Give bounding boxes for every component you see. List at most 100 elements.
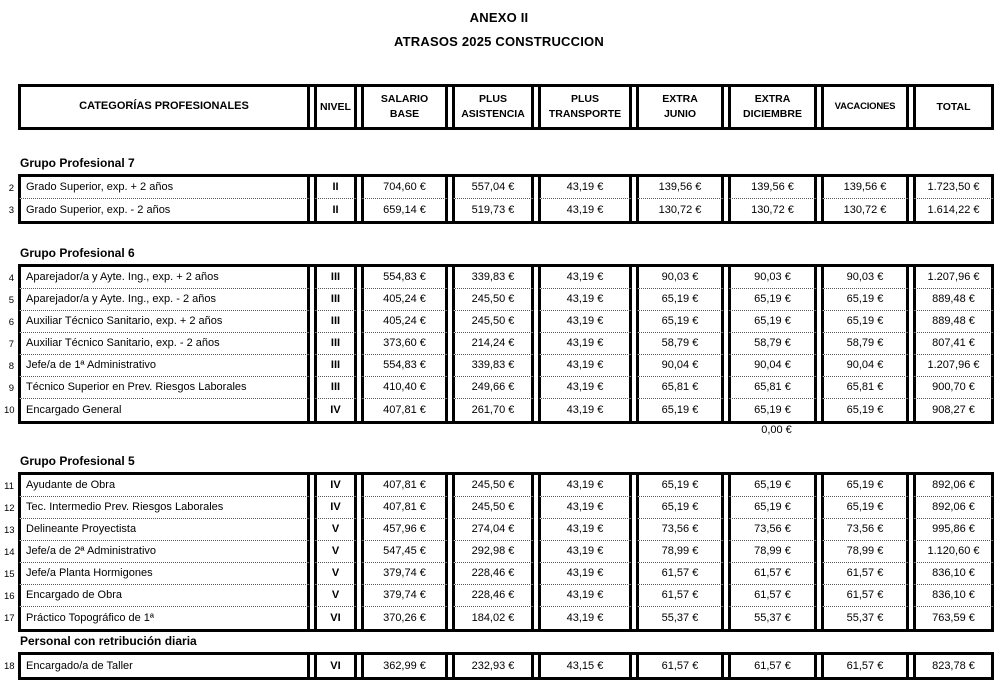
cell-nivel: V (314, 563, 357, 585)
row-number: 13 (4, 524, 15, 536)
cell-category: Grado Superior, exp. - 2 años (18, 199, 310, 221)
group-table: 11 Ayudante de Obra IV 407,81 € 245,50 €… (0, 472, 998, 632)
cell-vacaciones: 65,19 € (821, 399, 909, 421)
cell-extra-diciembre: 61,57 € (728, 563, 817, 585)
cell-total: 889,48 € (913, 311, 994, 333)
cell-vacaciones: 65,19 € (821, 289, 909, 311)
cell-plus-transporte: 43,19 € (538, 399, 632, 421)
table-row: 17 Práctico Topográfico de 1ª VI 370,26 … (4, 607, 994, 629)
cell-nivel: II (314, 199, 357, 221)
cell-nivel: III (314, 377, 357, 399)
cell-plus-asistencia: 245,50 € (452, 475, 534, 497)
cell-extra-diciembre: 90,03 € (728, 267, 817, 289)
cell-extra-junio: 65,19 € (636, 289, 724, 311)
table-row: 16 Encargado de Obra V 379,74 € 228,46 €… (4, 585, 994, 607)
cell-extra-diciembre: 65,19 € (728, 289, 817, 311)
cell-nivel: IV (314, 399, 357, 421)
table-row: 13 Delineante Proyectista V 457,96 € 274… (4, 519, 994, 541)
row-number: 9 (8, 382, 14, 394)
cell-salario-base: 407,81 € (361, 399, 448, 421)
doc-title: ANEXO II ATRASOS 2025 CONSTRUCCION (0, 0, 998, 49)
cell-total: 900,70 € (913, 377, 994, 399)
cell-plus-asistencia: 339,83 € (452, 355, 534, 377)
cell-salario-base: 379,74 € (361, 585, 448, 607)
table-row: 10 Encargado General IV 407,81 € 261,70 … (4, 399, 994, 421)
cell-salario-base: 547,45 € (361, 541, 448, 563)
cell-category: Tec. Intermedio Prev. Riesgos Laborales (18, 497, 310, 519)
cell-category: Encargado/a de Taller (18, 655, 310, 677)
cell-extra-junio: 65,19 € (636, 311, 724, 333)
cell-extra-junio: 65,19 € (636, 497, 724, 519)
cell-plus-asistencia: 228,46 € (452, 563, 534, 585)
cell-category: Práctico Topográfico de 1ª (18, 607, 310, 629)
table-row: 11 Ayudante de Obra IV 407,81 € 245,50 €… (4, 475, 994, 497)
cell-plus-asistencia: 245,50 € (452, 311, 534, 333)
cell-plus-transporte: 43,19 € (538, 585, 632, 607)
cell-plus-transporte: 43,19 € (538, 563, 632, 585)
cell-plus-asistencia: 274,04 € (452, 519, 534, 541)
cell-salario-base: 407,81 € (361, 497, 448, 519)
cell-category: Auxiliar Técnico Sanitario, exp. + 2 año… (18, 311, 310, 333)
cell-nivel: IV (314, 497, 357, 519)
cell-category: Aparejador/a y Ayte. Ing., exp. - 2 años (18, 289, 310, 311)
cell-salario-base: 554,83 € (361, 355, 448, 377)
cell-nivel: III (314, 355, 357, 377)
cell-vacaciones: 65,81 € (821, 377, 909, 399)
cell-plus-transporte: 43,19 € (538, 355, 632, 377)
cell-total: 908,27 € (913, 399, 994, 421)
cell-vacaciones: 65,19 € (821, 497, 909, 519)
cell-plus-asistencia: 249,66 € (452, 377, 534, 399)
table-row: 14 Jefe/a de 2ª Administrativo V 547,45 … (4, 541, 994, 563)
cell-salario-base: 373,60 € (361, 333, 448, 355)
row-number: 12 (4, 502, 15, 514)
row-number: 5 (8, 294, 14, 306)
cell-total: 823,78 € (913, 655, 994, 677)
header-row: CATEGORÍAS PROFESIONALES NIVEL SALARIO B… (0, 87, 998, 127)
cell-plus-transporte: 43,19 € (538, 541, 632, 563)
cell-plus-transporte: 43,19 € (538, 333, 632, 355)
cell-vacaciones: 58,79 € (821, 333, 909, 355)
header-vacaciones: VACACIONES (821, 87, 909, 127)
cell-extra-diciembre: 65,81 € (728, 377, 817, 399)
cell-total: 1.120,60 € (913, 541, 994, 563)
cell-salario-base: 410,40 € (361, 377, 448, 399)
cell-extra-diciembre: 90,04 € (728, 355, 817, 377)
cell-vacaciones: 65,19 € (821, 475, 909, 497)
cell-total: 1.207,96 € (913, 267, 994, 289)
cell-vacaciones: 130,72 € (821, 199, 909, 221)
cell-total: 807,41 € (913, 333, 994, 355)
cell-category: Técnico Superior en Prev. Riesgos Labora… (18, 377, 310, 399)
cell-plus-asistencia: 292,98 € (452, 541, 534, 563)
cell-extra-diciembre: 55,37 € (728, 607, 817, 629)
cell-salario-base: 407,81 € (361, 475, 448, 497)
row-number: 15 (4, 568, 15, 580)
cell-extra-diciembre: 65,19 € (728, 497, 817, 519)
cell-plus-transporte: 43,15 € (538, 655, 632, 677)
cell-salario-base: 704,60 € (361, 177, 448, 199)
cell-extra-diciembre: 58,79 € (728, 333, 817, 355)
group-table: 18 Encargado/a de Taller VI 362,99 € 232… (0, 652, 998, 680)
cell-salario-base: 362,99 € (361, 655, 448, 677)
header-plus-asistencia: PLUS ASISTENCIA (452, 87, 534, 127)
table-row: 8 Jefe/a de 1ª Administrativo III 554,83… (4, 355, 994, 377)
cell-vacaciones: 90,04 € (821, 355, 909, 377)
cell-extra-junio: 73,56 € (636, 519, 724, 541)
cell-vacaciones: 61,57 € (821, 585, 909, 607)
cell-nivel: III (314, 333, 357, 355)
cell-plus-asistencia: 245,50 € (452, 497, 534, 519)
cell-extra-diciembre: 78,99 € (728, 541, 817, 563)
cell-salario-base: 379,74 € (361, 563, 448, 585)
cell-extra-diciembre: 61,57 € (728, 585, 817, 607)
cell-total: 892,06 € (913, 497, 994, 519)
cell-plus-transporte: 43,19 € (538, 607, 632, 629)
table-row: 18 Encargado/a de Taller VI 362,99 € 232… (4, 655, 994, 677)
cell-extra-junio: 61,57 € (636, 655, 724, 677)
cell-category: Jefe/a Planta Hormigones (18, 563, 310, 585)
cell-total: 889,48 € (913, 289, 994, 311)
row-number: 14 (4, 546, 15, 558)
cell-category: Encargado General (18, 399, 310, 421)
header-extra-junio: EXTRA JUNIO (636, 87, 724, 127)
cell-extra-junio: 139,56 € (636, 177, 724, 199)
cell-extra-diciembre: 73,56 € (728, 519, 817, 541)
